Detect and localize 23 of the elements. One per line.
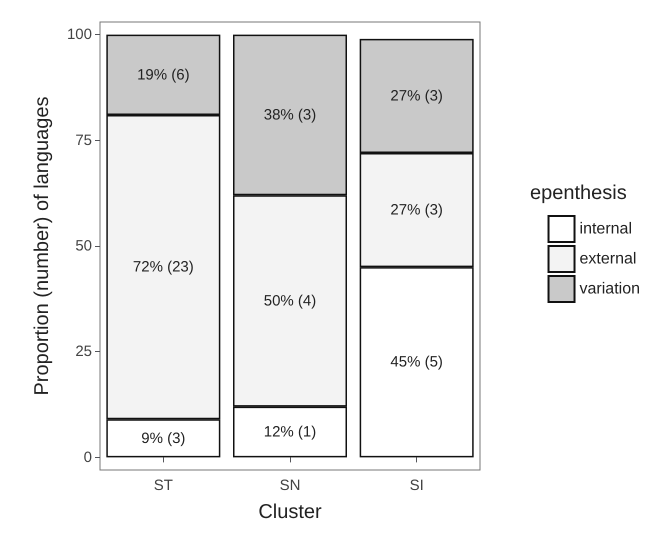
data-label: 45% (5) — [390, 354, 443, 371]
data-label: 19% (6) — [137, 66, 190, 84]
y-tick-label: 25 — [75, 343, 92, 360]
data-label: 12% (1) — [264, 423, 316, 440]
data-label: 27% (3) — [390, 87, 443, 104]
legend-title: epenthesis — [530, 182, 627, 204]
data-label: 38% (3) — [264, 106, 316, 124]
y-tick-label: 0 — [84, 448, 92, 466]
legend-label: external — [580, 250, 636, 268]
x-tick-label: SN — [280, 477, 300, 494]
x-axis-title: Cluster — [258, 501, 322, 523]
y-tick-label: 100 — [66, 26, 92, 44]
y-tick-label: 75 — [75, 132, 92, 149]
x-tick-label: SI — [410, 477, 424, 494]
legend-label: variation — [580, 280, 640, 298]
y-tick-label: 50 — [75, 238, 92, 254]
legend-label: internal — [580, 220, 632, 238]
x-tick-label: ST — [154, 477, 173, 494]
y-axis-title: Proportion (number) of languages — [31, 96, 53, 396]
data-label: 9% (3) — [141, 430, 186, 447]
data-label: 72% (23) — [132, 258, 194, 276]
data-label: 27% (3) — [390, 202, 443, 219]
data-label: 50% (4) — [264, 292, 316, 310]
